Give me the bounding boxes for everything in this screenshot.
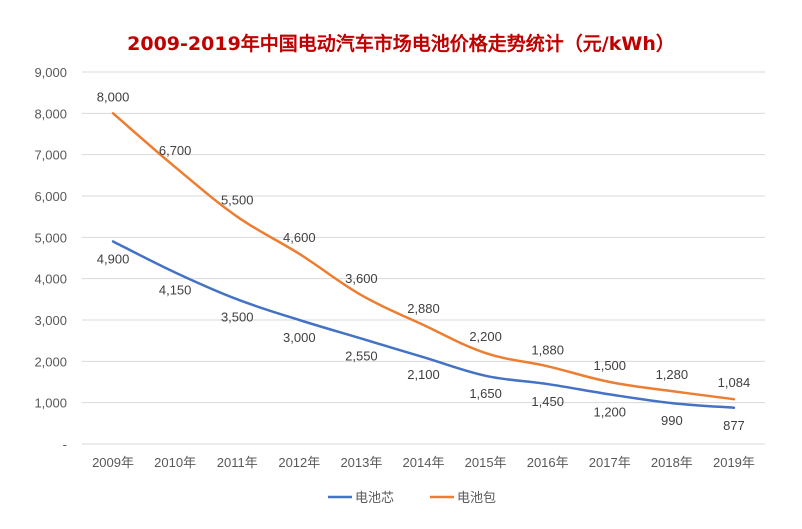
x-tick-label: 2017年	[589, 455, 631, 470]
data-label: 5,500	[221, 193, 254, 208]
data-label: 6,700	[159, 143, 192, 158]
data-label: 3,600	[345, 271, 378, 286]
x-axis: 2009年 2010年 2011年 2012年 2013年 2014年 2015年 2016年…	[92, 455, 755, 470]
data-label: 1,084	[718, 375, 751, 390]
data-label: 4,600	[283, 230, 316, 245]
series-lines	[111, 112, 736, 410]
series-line-cell	[111, 240, 736, 410]
x-tick-label: 2009年	[92, 455, 134, 470]
data-label: 3,500	[221, 309, 254, 324]
data-label: 1,500	[593, 358, 626, 373]
data-label: 2,100	[407, 367, 440, 382]
y-tick-label: 2,000	[34, 354, 67, 369]
x-tick-label: 2012年	[278, 455, 320, 470]
series-line-pack	[111, 112, 736, 401]
y-tick-label: 1,000	[34, 396, 67, 411]
y-tick-label: -	[63, 437, 67, 452]
x-tick-label: 2011年	[217, 455, 258, 470]
y-tick-label: 5,000	[34, 230, 67, 245]
legend-label: 电池芯	[355, 491, 394, 506]
x-tick-label: 2019年	[713, 455, 755, 470]
data-label: 990	[661, 413, 683, 428]
gridlines	[82, 71, 765, 445]
data-label: 4,900	[97, 251, 130, 266]
y-tick-label: 3,000	[34, 313, 67, 328]
y-tick-label: 9,000	[34, 65, 67, 80]
data-label: 4,150	[159, 282, 192, 297]
legend: 电池芯 电池包	[328, 491, 496, 506]
x-tick-label: 2010年	[154, 455, 196, 470]
data-label: 1,450	[531, 394, 564, 409]
data-labels: 4,900 4,150 3,500 3,000 2,550 2,100 1,650 1,450…	[97, 89, 750, 432]
data-label: 8,000	[97, 89, 130, 104]
y-tick-label: 7,000	[34, 148, 67, 163]
data-label: 2,880	[407, 301, 440, 316]
x-tick-label: 2018年	[651, 455, 693, 470]
data-label: 2,200	[469, 329, 502, 344]
data-label: 1,880	[531, 342, 564, 357]
data-label: 1,650	[469, 386, 502, 401]
y-axis: - 1,000 2,000 3,000 4,000 5,000 6,000 7,000 8,00…	[34, 65, 67, 452]
y-tick-label: 4,000	[34, 272, 67, 287]
x-tick-label: 2015年	[465, 455, 507, 470]
y-tick-label: 6,000	[34, 189, 67, 204]
data-label: 1,280	[656, 367, 689, 382]
x-tick-label: 2016年	[527, 455, 569, 470]
data-label: 877	[723, 418, 745, 433]
x-tick-label: 2013年	[340, 455, 382, 470]
legend-label: 电池包	[457, 491, 496, 506]
data-label: 1,200	[593, 404, 626, 419]
x-tick-label: 2014年	[403, 455, 445, 470]
y-tick-label: 8,000	[34, 106, 67, 121]
chart-title: 2009-2019年中国电动汽车市场电池价格走势统计（元/kWh）	[127, 32, 675, 55]
data-label: 2,550	[345, 349, 378, 364]
data-label: 3,000	[283, 330, 316, 345]
